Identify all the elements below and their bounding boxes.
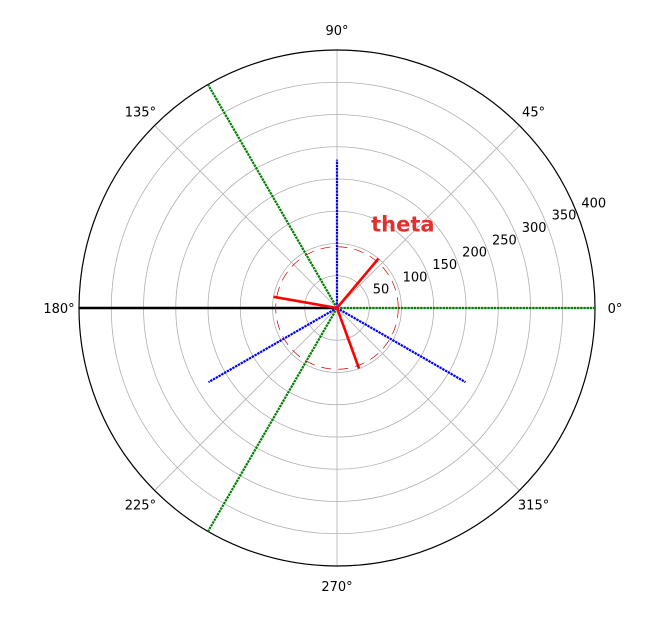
- r-tick-label-200: 200: [462, 246, 487, 261]
- grid-spoke-135: [154, 125, 338, 309]
- theta-tick-label-180: 180°: [43, 302, 74, 317]
- r-tick-label-100: 100: [403, 270, 428, 285]
- grid-spoke-315: [336, 307, 520, 491]
- theta-annotation: theta: [371, 212, 434, 236]
- theta-tick-label-90: 90°: [325, 24, 348, 39]
- theta-tick-label-225: 225°: [125, 499, 156, 514]
- series-3-ray-290: [335, 307, 361, 370]
- theta-tick-label-315: 315°: [518, 499, 549, 514]
- series-2-ray-210: [207, 307, 338, 384]
- series-layer: [79, 84, 595, 532]
- r-tick-label-250: 250: [492, 233, 517, 248]
- series-3-ray-170: [273, 295, 338, 310]
- series-1-ray-120: [207, 84, 338, 309]
- r-tick-label-150: 150: [432, 258, 457, 273]
- series-1-ray-240: [207, 307, 338, 532]
- label-layer: 50 100 150 200 250 300 350 400 0° 45° 90° 135° 180° 2…: [43, 24, 622, 595]
- r-tick-label-300: 300: [522, 221, 547, 236]
- r-tick-label-50: 50: [373, 283, 390, 298]
- theta-tick-label-270: 270°: [321, 580, 352, 595]
- theta-tick-label-45: 45°: [522, 105, 545, 120]
- theta-tick-label-135: 135°: [125, 105, 156, 120]
- theta-arc: [275, 246, 399, 370]
- grid-spoke-225: [154, 307, 338, 491]
- r-tick-label-400: 400: [581, 196, 606, 211]
- theta-tick-label-0: 0°: [608, 302, 623, 317]
- series-2-ray-330: [336, 307, 467, 384]
- grid-spoke-45: [336, 125, 520, 309]
- r-tick-label-350: 350: [552, 209, 577, 224]
- series-3-ray-50: [336, 257, 380, 309]
